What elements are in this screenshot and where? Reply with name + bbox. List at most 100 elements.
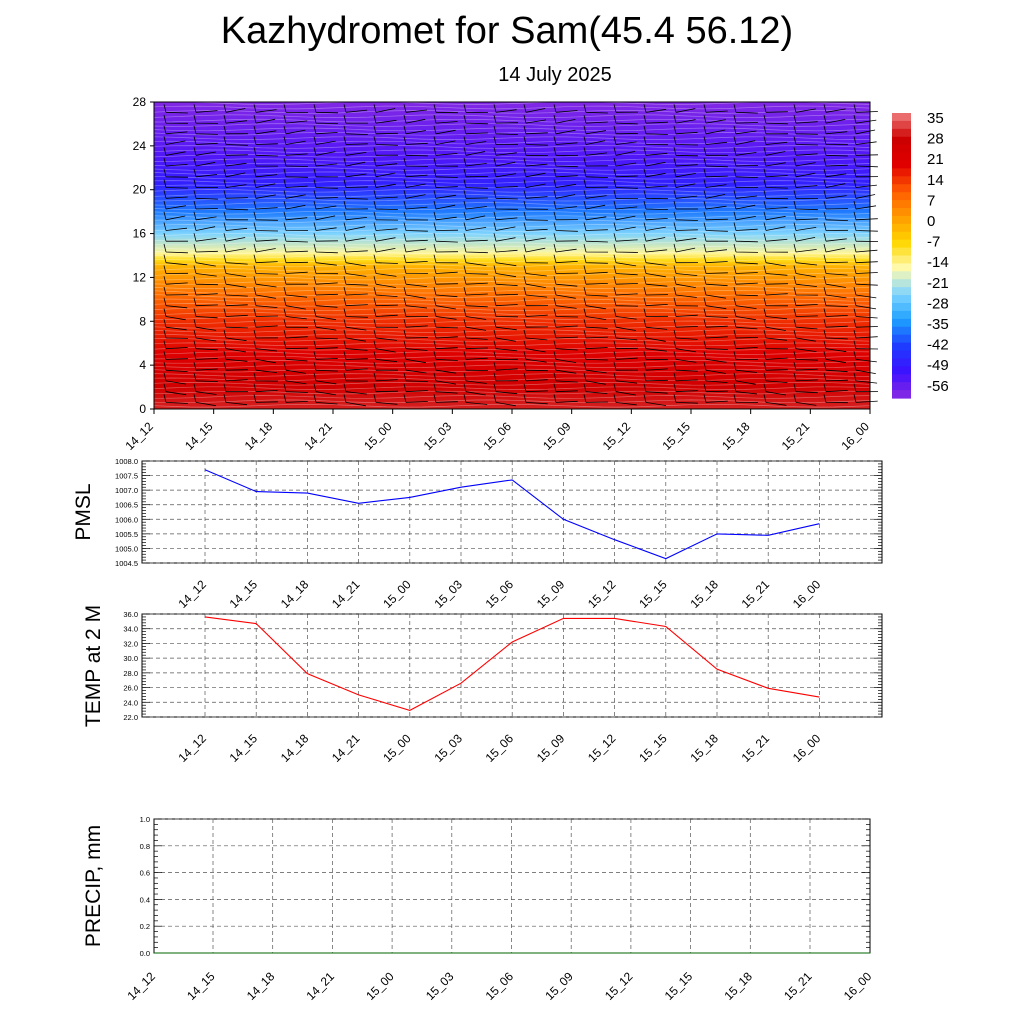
wind-barb [763,104,788,113]
wind-barb [163,394,188,404]
x-tick-label: 15_06 [483,731,517,765]
wind-barb [763,243,789,253]
wind-barb [643,372,668,382]
wind-barb [763,372,788,383]
wind-barb [703,200,727,210]
wind-barb [463,319,487,331]
wind-barb [583,157,609,167]
wind-barb [553,372,578,383]
wind-barb [523,265,547,277]
wind-barb [583,211,607,221]
temp-panel: 22.0 24.0 26.0 28.0 30.0 32.0 34.0 36.0 14_12 14_… [82,605,883,765]
wind-barb [823,254,848,264]
wind-barb [403,179,426,188]
wind-barb [793,104,816,113]
wind-barb [223,276,247,288]
wind-barb [523,394,548,405]
wind-barb [493,211,518,221]
wind-barb [163,222,188,231]
wind-barb [253,286,276,299]
wind-barb [493,222,516,231]
wind-barb [643,179,668,188]
contour-line [153,320,871,325]
wind-barb [853,286,877,299]
wind-barb [523,340,546,353]
wind-barb [733,190,758,199]
wind-barb [823,351,847,364]
wind-barb [613,157,637,167]
wind-barb [433,319,458,329]
wind-barb [463,147,486,156]
contour-line [153,289,871,294]
wind-barb [673,372,698,382]
wind-barb [583,125,607,135]
wind-barb [583,136,606,145]
wind-barb [793,147,818,156]
wind-barb [343,308,368,318]
wind-barb [403,383,428,393]
contour-line [153,180,871,184]
contour-line [153,403,871,408]
wind-barb [763,147,786,156]
wind-barb [763,136,788,145]
wind-barb [313,286,338,296]
contour-line [153,184,871,189]
y-tick-label: 8 [139,314,146,328]
wind-barb [553,383,578,393]
wind-barb [853,147,879,156]
wind-barb [283,286,308,298]
wind-barb [403,362,427,374]
wind-barb [553,104,578,113]
colorbar-cell [892,303,911,312]
wind-barb [373,340,396,353]
wind-barb [823,329,848,340]
wind-barb [763,265,788,276]
wind-barb [253,211,278,221]
wind-barb [163,286,189,296]
wind-barb [553,286,576,299]
wind-barb [613,125,639,135]
wind-barb [853,351,877,363]
wind-barb [433,190,457,199]
wind-barb [523,136,548,146]
wind-barb [583,319,608,329]
wind-barb [793,190,819,199]
wind-barb [793,372,818,382]
wind-barb [253,308,279,317]
wind-barb [643,190,669,200]
wind-barb [253,383,278,393]
wind-barb [463,254,487,266]
wind-barb [463,104,489,113]
wind-barb [823,383,848,393]
wind-barb [673,286,697,298]
wind-barb [163,200,186,210]
wind-barb [163,265,189,274]
wind-barb [763,362,788,371]
wind-barb [733,147,757,156]
y-tick-label: 0.4 [140,895,150,904]
wind-barb [313,265,339,275]
wind-barb [343,383,367,395]
wind-barb [733,297,757,309]
wind-barb [193,308,218,319]
wind-barb [733,362,757,373]
wind-barb [493,115,519,124]
wind-barb [193,168,218,178]
x-tick-label: 16_00 [841,969,875,1003]
wind-barb [823,233,847,242]
wind-barb [853,200,877,210]
wind-barb [283,104,309,113]
wind-barb [793,200,818,211]
wind-barb [763,276,789,285]
wind-barb [643,362,668,371]
colorbar-label: -21 [927,275,949,292]
contour-line [153,395,871,399]
x-tick-label: 15_00 [363,969,397,1003]
colorbar-cell [892,255,911,265]
colorbar-cell [892,239,911,249]
wind-barb [763,115,788,125]
wind-barb [313,125,338,135]
wind-barb [523,211,548,221]
colorbar-cell [892,295,911,304]
wind-barb [703,254,728,264]
